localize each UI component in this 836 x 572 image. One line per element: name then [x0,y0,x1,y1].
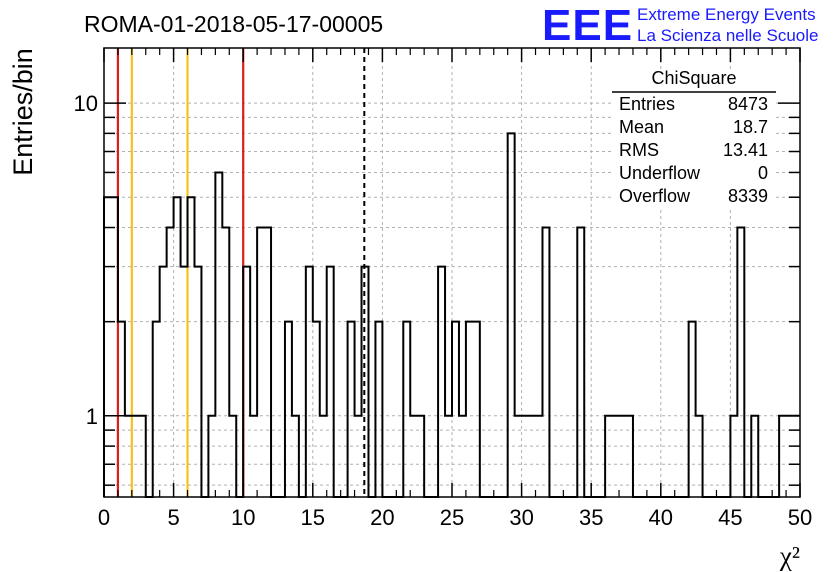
histogram-bin [257,228,264,497]
histogram-bin [111,197,118,497]
x-tick-label: 45 [718,505,742,530]
histogram-bin [619,416,626,497]
histogram-bin [445,416,452,497]
histogram-bin [577,228,584,497]
stats-row-value: 0 [758,163,768,183]
stats-row-label: Overflow [619,186,691,206]
histogram-bin [222,228,229,497]
x-tick-label: 30 [509,505,533,530]
histogram-bin [348,322,355,497]
histogram-bin [264,228,271,497]
x-tick-label: 20 [370,505,394,530]
y-axis-label: Entries/bin [8,48,38,176]
histogram-bin [285,322,292,497]
histogram-bin [438,267,445,497]
histogram-bin [417,416,424,497]
histogram-bin [751,416,758,497]
histogram-bin [515,416,522,497]
histogram-bin [132,416,139,497]
histogram-bin [188,197,195,497]
histogram-bin [508,133,515,497]
x-tick-label: 35 [579,505,603,530]
histogram-bin [696,416,703,497]
histogram-bin [243,267,250,497]
histogram-bin [737,228,744,497]
histogram-bin [403,322,410,497]
histogram-bin [410,416,417,497]
histogram-bin [542,228,549,497]
histogram-bin [626,416,633,497]
stats-row-value: 8473 [728,94,768,114]
histogram-bin [194,267,201,497]
histogram-bin [320,416,327,497]
x-tick-label: 15 [301,505,325,530]
chart-title: ROMA-01-2018-05-17-00005 [84,11,383,37]
stats-row-label: Underflow [619,163,701,183]
x-tick-label: 50 [788,505,812,530]
histogram-bin [160,267,167,497]
histogram-bin [529,416,536,497]
histogram-bin [375,322,382,497]
x-tick-label: 0 [98,505,110,530]
histogram-bin [104,197,111,497]
histogram-bin [522,416,529,497]
histogram-bin [689,322,696,497]
histogram-bin [313,322,320,497]
histogram-bin [730,416,737,497]
histogram-bin [167,228,174,497]
histogram-bin [181,267,188,497]
histogram-bin [292,416,299,497]
axis-ticks [103,48,801,497]
histogram-bin [612,416,619,497]
y-tick-labels: 1 10 [74,91,98,429]
x-tick-label: 40 [649,505,673,530]
x-axis-label: χ² [779,541,800,571]
eee-logo: EEE Extreme Energy Events La Scienza nel… [542,1,818,50]
stats-title: ChiSquare [651,68,736,88]
histogram-bin [229,416,236,497]
stats-row-value: 13.41 [723,140,768,160]
stats-row-label: Entries [619,94,675,114]
x-tick-label: 10 [231,505,255,530]
histogram-bin [452,322,459,497]
histogram-bin [153,322,160,497]
histogram-bin [779,416,786,497]
histogram-bin [355,416,362,497]
histogram-bin [536,416,543,497]
histogram-bin [174,197,181,497]
histogram-bin [605,416,612,497]
y-tick-label: 10 [74,91,98,116]
histogram-bin [250,416,257,497]
stats-row-label: Mean [619,117,664,137]
stats-row-label: RMS [619,140,659,160]
histogram-bin [473,322,480,497]
histogram-bin [459,416,466,497]
stats-row-value: 8339 [728,186,768,206]
stats-box: ChiSquare Entries 8473 Mean 18.7 RMS 13.41 Und… [612,68,776,208]
y-tick-label: 1 [86,404,98,429]
x-tick-label: 5 [167,505,179,530]
logo-line-1: Extreme Energy Events [637,5,816,24]
x-tick-labels: 0 5 10 15 20 25 30 35 40 45 50 [98,505,812,530]
histogram-bin [306,267,313,497]
histogram-bin [327,267,334,497]
histogram-bin [208,416,215,497]
stats-box-background [612,70,776,208]
histogram-bin [362,267,369,497]
histogram-bin [118,322,125,497]
logo-line-2: La Scienza nelle Scuole [637,26,818,45]
histogram-bin [215,172,222,497]
x-tick-label: 25 [440,505,464,530]
histogram-bin [139,416,146,497]
logo-mark: EEE [542,1,633,50]
stats-row-value: 18.7 [733,117,768,137]
histogram-bin [466,322,473,497]
histogram-bin [125,416,132,497]
